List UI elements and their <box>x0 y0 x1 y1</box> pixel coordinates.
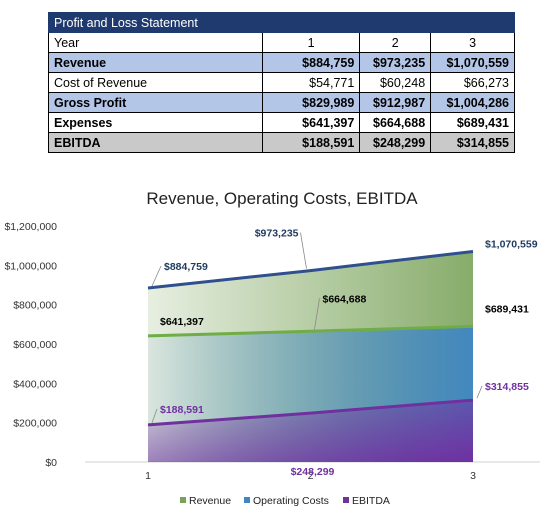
cell-year-1: 1 <box>261 32 361 53</box>
label-leader-line <box>151 265 162 287</box>
y-tick-label: $200,000 <box>13 418 57 430</box>
data-label: $689,431 <box>485 303 529 315</box>
legend-label: Operating Costs <box>253 495 329 507</box>
cell-year-2: 2 <box>359 32 432 53</box>
cell-value: $60,248 <box>359 72 432 93</box>
row-label: Gross Profit <box>48 92 263 113</box>
data-label: $188,591 <box>160 404 204 416</box>
y-tick-label: $800,000 <box>13 300 57 312</box>
chart-legend: Revenue Operating Costs EBITDA <box>180 495 390 507</box>
ebitda-area <box>148 400 473 462</box>
cell-value: $829,989 <box>261 92 361 113</box>
legend-swatch <box>343 497 349 503</box>
row-label: EBITDA <box>48 132 263 153</box>
revenue-line <box>147 249 474 290</box>
cell-value: $54,771 <box>261 72 361 93</box>
cell-value: $912,987 <box>359 92 432 113</box>
x-tick-label: 3 <box>470 470 476 482</box>
operating-costs-line <box>147 324 474 338</box>
cell-value: $188,591 <box>261 132 361 153</box>
cell-value: $641,397 <box>261 112 361 133</box>
label-leader-line <box>151 408 158 424</box>
cell-value: $248,299 <box>359 132 432 153</box>
cell-value: $689,431 <box>430 112 515 133</box>
legend-swatch <box>180 497 186 503</box>
table-row-gross-profit: Gross Profit $829,989 $912,987 $1,004,28… <box>48 92 515 113</box>
legend-swatch <box>244 497 250 503</box>
table-title: Profit and Loss Statement <box>48 12 515 33</box>
cell-value: $314,855 <box>430 132 515 153</box>
y-tick-label: $1,200,000 <box>4 221 57 233</box>
label-leader-line <box>300 232 307 269</box>
cell-value: $664,688 <box>359 112 432 133</box>
table-title-row: Profit and Loss Statement <box>48 12 515 33</box>
label-leader-line <box>476 385 483 399</box>
y-tick-label: $400,000 <box>13 378 57 390</box>
profit-loss-table: Profit and Loss Statement Year 1 2 3 Rev… <box>48 12 515 153</box>
data-labels: $884,759 $973,235 $1,070,559 $641,397 $664,6… <box>160 228 538 479</box>
label-leaders <box>151 232 483 424</box>
legend-label: Revenue <box>189 495 231 507</box>
data-label: $664,688 <box>323 293 367 305</box>
x-tick-label: 2 <box>308 470 314 482</box>
cell-value: $1,070,559 <box>430 52 515 73</box>
chart-lines <box>147 249 474 427</box>
ebitda-line <box>147 398 474 427</box>
table-row-expenses: Expenses $641,397 $664,688 $689,431 <box>48 112 515 133</box>
y-axis: $0 $200,000 $400,000 $600,000 $800,000 $1,000… <box>4 221 57 469</box>
cell-value: $1,004,286 <box>430 92 515 113</box>
row-label: Year <box>48 32 263 53</box>
cell-year-3: 3 <box>430 32 515 53</box>
cell-value: $66,273 <box>430 72 515 93</box>
label-leader-line <box>314 298 320 330</box>
table-row-revenue: Revenue $884,759 $973,235 $1,070,559 <box>48 52 515 73</box>
data-label: $1,070,559 <box>485 238 538 250</box>
row-label: Revenue <box>48 52 263 73</box>
y-tick-label: $0 <box>45 457 57 469</box>
area-chart: Revenue, Operating Costs, EBITDA $0 $200,… <box>4 189 540 507</box>
chart-areas <box>148 251 473 462</box>
y-tick-label: $1,000,000 <box>4 260 57 272</box>
chart-title: Revenue, Operating Costs, EBITDA <box>146 189 418 208</box>
row-label: Expenses <box>48 112 263 133</box>
cell-value: $884,759 <box>261 52 361 73</box>
y-tick-label: $600,000 <box>13 339 57 351</box>
data-label: $248,299 <box>291 466 335 478</box>
data-label: $884,759 <box>164 261 208 273</box>
data-label: $314,855 <box>485 381 529 393</box>
table-row-cost-of-revenue: Cost of Revenue $54,771 $60,248 $66,273 <box>48 72 515 93</box>
x-tick-label: 1 <box>145 470 151 482</box>
row-label: Cost of Revenue <box>48 72 263 93</box>
table-row-year: Year 1 2 3 <box>48 32 515 53</box>
cell-value: $973,235 <box>359 52 432 73</box>
table-row-ebitda: EBITDA $188,591 $248,299 $314,855 <box>48 132 515 153</box>
data-label: $641,397 <box>160 316 204 328</box>
legend-label: EBITDA <box>352 495 390 507</box>
data-label: $973,235 <box>255 228 299 240</box>
